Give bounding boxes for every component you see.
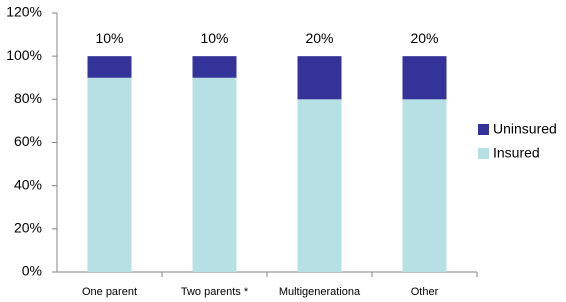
value-label: 10% — [200, 30, 228, 46]
y-tick-label: 120% — [6, 4, 42, 20]
y-tick-label: 0% — [22, 263, 42, 279]
value-label: 20% — [305, 30, 333, 46]
bar-segment — [297, 99, 342, 272]
legend-swatch — [478, 148, 489, 159]
bar-segment — [402, 56, 447, 100]
x-tick-label: Two parents * — [181, 286, 249, 298]
legend-label: Insured — [493, 145, 540, 161]
bar-segment — [192, 77, 237, 272]
value-label: 20% — [410, 30, 438, 46]
bar-segment — [402, 99, 447, 272]
bar-segment — [192, 56, 237, 78]
bar-segment — [297, 56, 342, 100]
x-tick-label: Other — [411, 286, 439, 298]
y-tick-label: 40% — [14, 176, 42, 192]
value-label: 10% — [95, 30, 123, 46]
x-tick-label: Multigenerationa — [279, 286, 361, 298]
legend-label: Uninsured — [493, 121, 557, 137]
y-tick-label: 100% — [6, 47, 42, 63]
x-tick-label: One parent — [82, 286, 137, 298]
legend-swatch — [478, 124, 489, 135]
bar-segment — [87, 56, 132, 78]
y-tick-label: 80% — [14, 90, 42, 106]
bar-segment — [87, 77, 132, 272]
y-tick-label: 20% — [14, 220, 42, 236]
y-tick-label: 60% — [14, 133, 42, 149]
